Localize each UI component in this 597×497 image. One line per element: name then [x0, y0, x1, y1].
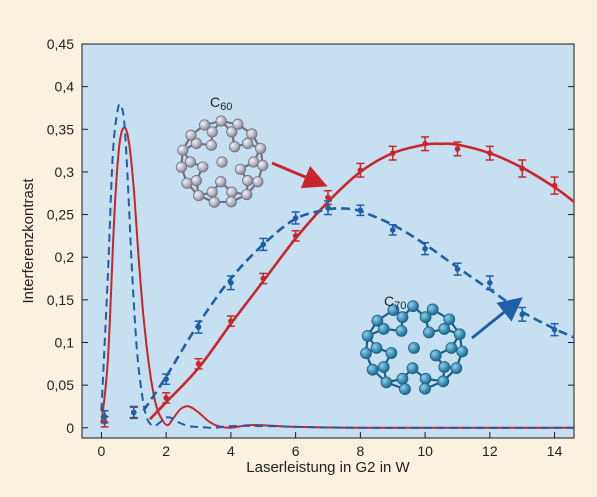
c60-fit-curve — [149, 142, 575, 421]
y-tick-label: 0,3 — [55, 164, 75, 180]
y-axis-label: Interferenzkontrast — [20, 178, 37, 304]
y-tick-label: 0,15 — [47, 292, 74, 308]
c70-peak-curve — [100, 103, 575, 429]
x-tick-label: 4 — [227, 443, 235, 459]
c70-data-point — [485, 275, 494, 291]
y-tick-label: 0,05 — [47, 377, 74, 393]
x-tick-label: 8 — [356, 443, 364, 459]
y-tick-label: 0,2 — [55, 249, 75, 265]
x-tick-label: 10 — [417, 443, 433, 459]
c60-data-point — [259, 272, 268, 285]
x-tick-label: 14 — [547, 443, 563, 459]
c60-data-point — [226, 315, 235, 328]
c70-data-point — [162, 373, 171, 386]
fit-curves — [100, 103, 575, 429]
c70-data-point — [550, 322, 559, 337]
y-tick-label: 0,45 — [47, 36, 74, 52]
y-tick-label: 0,25 — [47, 207, 74, 223]
c70-data-point — [129, 405, 138, 420]
c70-data-point — [226, 275, 235, 291]
c70-data-point — [259, 237, 268, 252]
c70-data-point — [388, 224, 397, 236]
x-tick-label: 6 — [292, 443, 300, 459]
c60-data-point — [194, 357, 203, 370]
y-tick-label: 0,35 — [47, 121, 74, 137]
c60-data-point — [162, 392, 171, 404]
c60-data-point — [485, 145, 494, 161]
c70-data-point — [453, 262, 462, 276]
x-tick-label: 0 — [98, 443, 106, 459]
x-axis-label: Laserleistung in G2 in W — [246, 459, 410, 476]
c70-data-point — [324, 200, 332, 216]
c60-label: C60 — [210, 94, 232, 113]
c60-arrow — [271, 161, 328, 189]
plot-area — [81, 43, 575, 439]
c70-data-point — [100, 409, 109, 424]
axis-ticks: 0 2 4 6 8 10 12 14 0 0,05 0,1 0,15 0,2 0,25 0,3 0,35 0,4… — [47, 36, 574, 459]
c60-data-point — [518, 159, 527, 178]
c70-data-point — [194, 320, 203, 334]
y-tick-label: 0,1 — [55, 334, 75, 350]
c60-data-point — [421, 136, 430, 152]
c70-data-point — [291, 211, 300, 225]
c70-fit-curve — [142, 206, 575, 412]
x-tick-label: 12 — [482, 443, 498, 459]
c70-data-point — [356, 204, 365, 217]
c60-data-point — [356, 162, 365, 178]
c70-molecule-icon — [360, 300, 469, 396]
c70-label: C70 — [384, 293, 406, 312]
y-tick-label: 0 — [66, 420, 74, 436]
c60-molecule-icon — [175, 115, 269, 208]
c60-data-point — [388, 145, 397, 161]
c70-data-point — [421, 241, 430, 256]
c60-data-point — [453, 141, 462, 157]
c60-data-point — [291, 230, 300, 242]
x-tick-label: 2 — [162, 443, 170, 459]
y-tick-label: 0,4 — [55, 79, 75, 95]
c70-arrow — [471, 297, 523, 340]
data-points — [100, 136, 559, 428]
c60-data-point — [550, 176, 559, 195]
